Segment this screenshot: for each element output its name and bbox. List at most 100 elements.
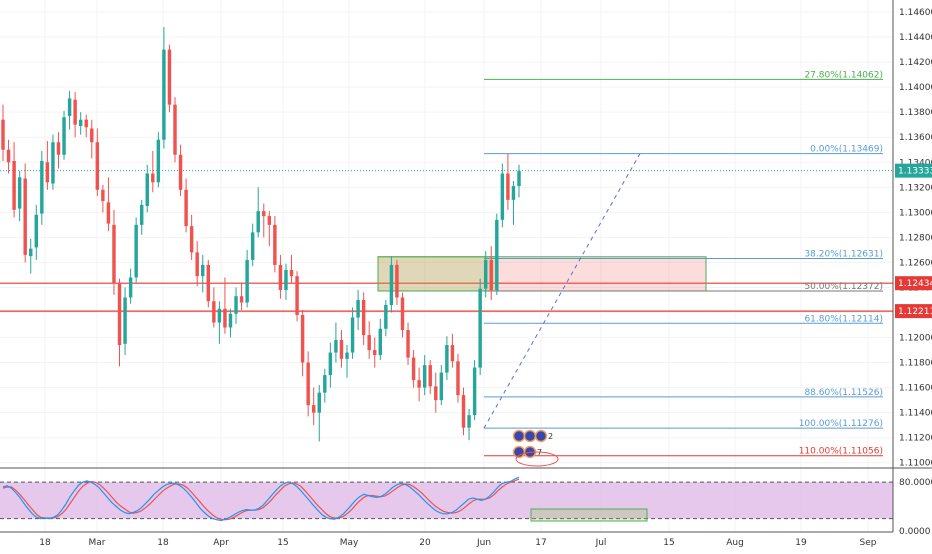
- time-tick-label[interactable]: Jul: [595, 538, 607, 548]
- supply-zone[interactable]: [377, 256, 707, 292]
- candle-body: [12, 161, 16, 210]
- flag-icon: [523, 429, 537, 443]
- price-axis[interactable]: 1.14600 1.14400 1.14200 1.14000 1.13800 1.136…: [892, 0, 932, 537]
- candle-body: [317, 392, 321, 413]
- time-tick-label[interactable]: 18: [157, 538, 169, 548]
- price-tick-label[interactable]: 1.13400: [899, 158, 932, 168]
- time-tick-label[interactable]: 15: [663, 538, 674, 548]
- candle-body: [84, 119, 88, 128]
- candle-body: [450, 345, 455, 362]
- candle-body: [373, 350, 377, 356]
- price-tick-label[interactable]: 1.11800: [899, 359, 932, 369]
- price-tick-label[interactable]: 1.11600: [899, 384, 932, 394]
- fib-level-label: 38.20%(1.12631): [804, 250, 883, 260]
- price-tick-label[interactable]: 1.13600: [899, 133, 932, 143]
- price-tick-label[interactable]: 1.13000: [899, 208, 932, 218]
- candle-body: [445, 345, 449, 373]
- time-axis[interactable]: 18 Mar 18 Apr 15 May 20 Jun 17 Jul 15 Aug 19 Sep: [0, 531, 893, 548]
- candle-body: [284, 269, 288, 290]
- candle-body: [256, 211, 260, 233]
- candle-body: [361, 299, 366, 336]
- candle-body: [278, 264, 283, 290]
- candle-body: [422, 365, 427, 388]
- candle-body: [228, 313, 233, 328]
- candle-body: [456, 361, 460, 396]
- candle-body: [506, 173, 510, 200]
- candle-body: [117, 283, 122, 346]
- candle-body: [461, 395, 466, 428]
- candle-body: [145, 173, 149, 207]
- last-price-tag[interactable]: 1.13333: [895, 163, 932, 178]
- candle-body: [345, 352, 349, 359]
- candle-body: [478, 288, 482, 368]
- price-tick-label[interactable]: 1.14200: [899, 58, 932, 68]
- candle-body: [378, 328, 383, 356]
- price-tick-label[interactable]: 1.12000: [899, 334, 932, 344]
- time-tick-label[interactable]: 19: [795, 538, 807, 548]
- oscillator-tick-label[interactable]: 80.0000: [899, 478, 932, 488]
- time-tick-label[interactable]: 20: [419, 538, 431, 548]
- time-tick-label[interactable]: 17: [535, 538, 546, 548]
- price-tick-label[interactable]: 1.11000: [899, 459, 932, 469]
- candle-body: [467, 415, 471, 428]
- candle-body: [289, 269, 294, 277]
- event-marker-label: 2: [548, 432, 553, 441]
- candle-body: [184, 189, 188, 227]
- fibonacci-retracement[interactable]: 27.80%(1.14062) 0.00%(1.13469) 38.20%(1.12…: [483, 70, 883, 457]
- candle-body: [178, 154, 183, 190]
- price-tag-background: [895, 304, 932, 319]
- time-tick-label[interactable]: Apr: [213, 538, 229, 548]
- candle-body: [306, 362, 310, 406]
- candle-body: [6, 149, 11, 163]
- time-tick-label[interactable]: Sep: [860, 538, 877, 548]
- candle-body: [367, 335, 371, 351]
- time-tick-label[interactable]: May: [340, 538, 359, 548]
- candle-body: [173, 104, 177, 155]
- candle-body: [34, 214, 39, 248]
- price-tick-label[interactable]: 1.13800: [899, 108, 932, 118]
- candle-body: [195, 252, 199, 277]
- time-tick-label[interactable]: Mar: [89, 538, 106, 548]
- candle-body: [472, 367, 477, 416]
- price-tag-background: [895, 163, 932, 178]
- candle-body: [511, 186, 516, 200]
- event-markers[interactable]: 232267: [512, 429, 559, 467]
- price-tick-label[interactable]: 1.11200: [899, 434, 932, 444]
- price-tick-label[interactable]: 1.13200: [899, 183, 932, 193]
- candle-body: [23, 178, 27, 255]
- candle-body: [62, 117, 66, 155]
- price-tick-label[interactable]: 1.14400: [899, 33, 932, 43]
- candle-body: [384, 304, 388, 329]
- candle-body: [350, 317, 355, 353]
- time-tick-label[interactable]: 18: [39, 538, 51, 548]
- candle-body: [295, 276, 299, 316]
- candle-body: [500, 173, 505, 220]
- candle-body: [267, 216, 272, 225]
- time-tick-label[interactable]: Aug: [726, 538, 744, 548]
- price-tick-label[interactable]: 1.14600: [899, 8, 932, 18]
- candle-body: [434, 386, 438, 401]
- candle-body: [217, 308, 222, 323]
- oscillator-zone-rectangle[interactable]: [530, 508, 648, 522]
- price-tick-label[interactable]: 1.12600: [899, 258, 932, 268]
- supply-zone-rectangle[interactable]: [377, 256, 707, 292]
- price-tick-label[interactable]: 1.14000: [899, 83, 932, 93]
- event-marker[interactable]: 2: [534, 429, 554, 443]
- price-tick-label[interactable]: 1.11400: [899, 409, 932, 419]
- candle-body: [189, 226, 194, 253]
- candle-body: [389, 264, 394, 305]
- candle-body: [311, 405, 316, 413]
- time-tick-label[interactable]: Jun: [476, 538, 491, 548]
- fib-level-label: 110.00%(1.11056): [799, 447, 883, 457]
- price-tick-label[interactable]: 1.12800: [899, 233, 932, 243]
- candle-body: [395, 264, 399, 298]
- time-tick-label[interactable]: 15: [277, 538, 288, 548]
- level-price-tag[interactable]: 1.12434: [895, 276, 932, 291]
- level-price-tag[interactable]: 1.12211: [895, 304, 932, 319]
- candle-body: [51, 142, 55, 184]
- oscillator-tick-label[interactable]: 0.0000: [899, 527, 931, 537]
- candle-body: [78, 119, 83, 126]
- candle-body: [17, 177, 22, 209]
